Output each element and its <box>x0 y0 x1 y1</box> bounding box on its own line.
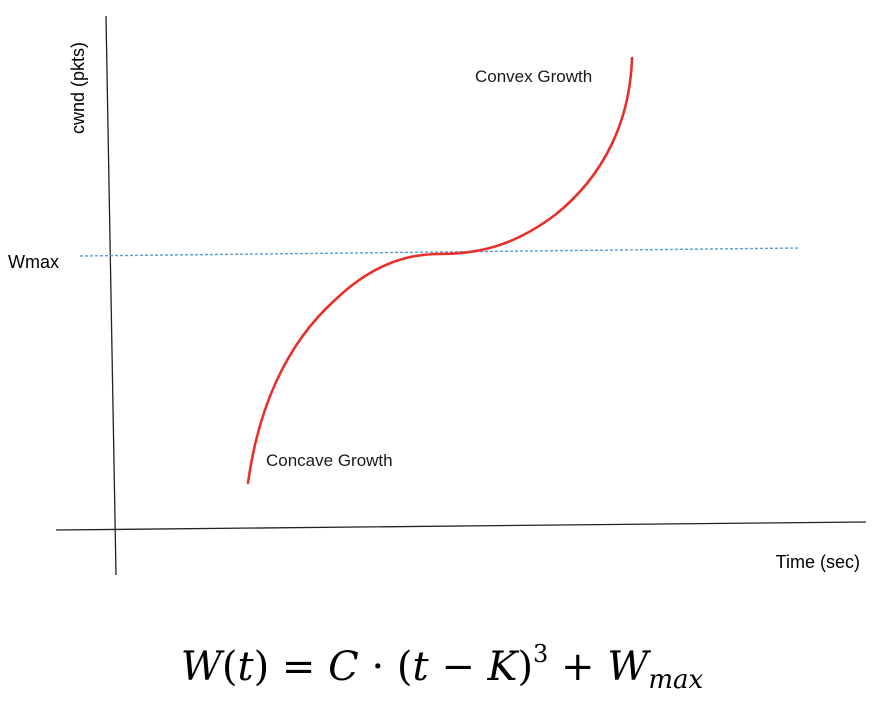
wmax-reference-line <box>79 247 801 257</box>
x-axis <box>55 521 867 531</box>
wmax-label: Wmax <box>8 252 59 272</box>
x-axis-label: Time (sec) <box>776 552 860 572</box>
formula-dot: · <box>371 644 385 690</box>
formula-paren-open-2: ( <box>396 644 413 690</box>
formula-minus: − <box>441 644 475 690</box>
formula-equals: = <box>281 644 316 690</box>
concave-growth-label: Concave Growth <box>266 451 393 470</box>
formula-w: W <box>180 644 222 690</box>
formula-c: C <box>328 644 359 690</box>
formula-t-var: t <box>412 644 429 690</box>
y-axis-label: cwnd (pkts) <box>68 42 88 134</box>
formula-t: t <box>237 644 254 690</box>
formula-exponent: 3 <box>533 640 549 668</box>
formula-plus: + <box>561 644 595 690</box>
cubic-formula: W(t) = C · (t − K)3 + Wmax <box>0 640 884 695</box>
cubic-window-curve <box>246 56 634 485</box>
convex-growth-label: Convex Growth <box>475 67 592 86</box>
y-axis <box>105 15 117 576</box>
formula-wmax-w: W <box>607 644 649 690</box>
formula-paren-close: ) <box>253 644 270 690</box>
formula-paren-close-2: ) <box>517 644 534 690</box>
formula-wmax-sub: max <box>648 665 704 695</box>
formula-paren-open: ( <box>221 644 238 690</box>
formula-k: K <box>487 644 518 690</box>
